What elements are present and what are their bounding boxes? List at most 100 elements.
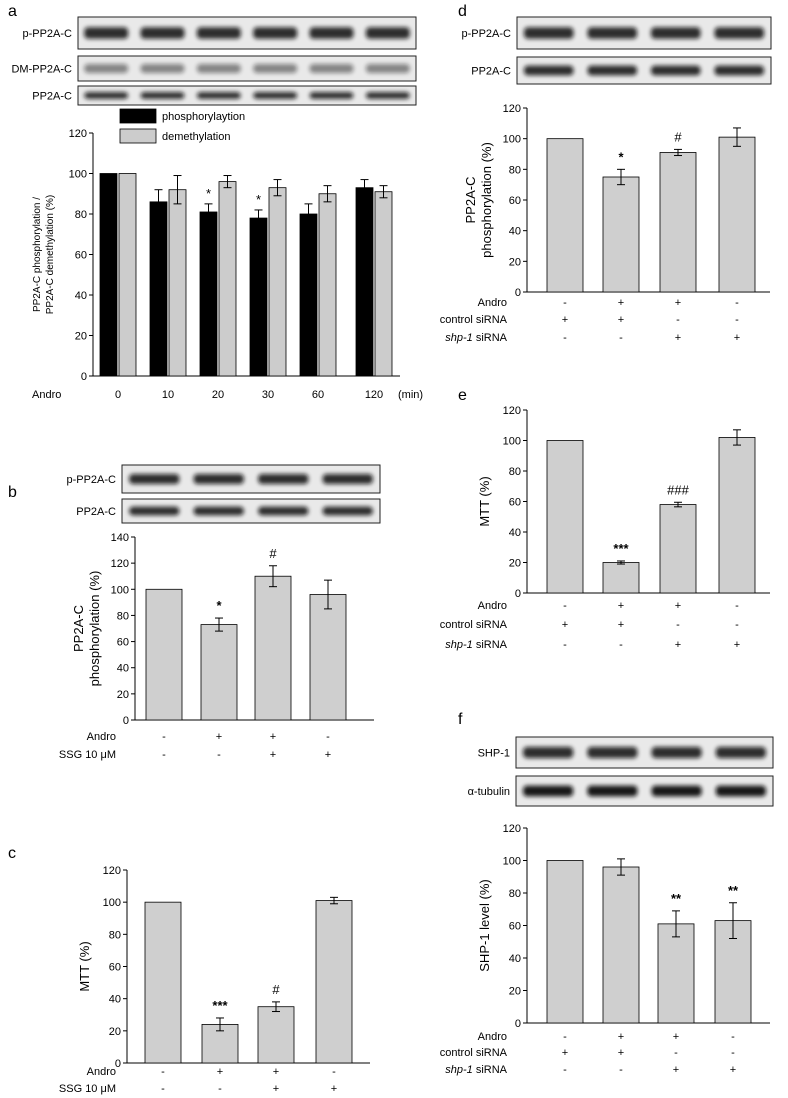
treatment-sign: +	[734, 639, 740, 651]
treatment-sign: +	[618, 1047, 624, 1059]
y-tick-label: 0	[515, 287, 521, 299]
bar	[602, 866, 640, 1024]
treatment-label: control siRNA	[440, 1047, 508, 1059]
treatment-sign: -	[735, 297, 739, 309]
treatment-rows: Andro - + + - SSG 10 μM - - + +	[59, 1066, 337, 1095]
treatment-sign: +	[673, 1064, 679, 1076]
bars: *** ###	[546, 429, 756, 594]
x-tick-label: 20	[212, 389, 224, 401]
treatment-rows: Andro - + + - control siRNA + + - - shp-1 siRNA - - +…	[440, 1031, 736, 1076]
blot-band	[651, 746, 702, 759]
bars: ** **	[546, 858, 752, 1024]
treatment-sign: +	[618, 1031, 624, 1043]
blot-band	[193, 473, 244, 485]
bar	[99, 173, 118, 377]
bar	[168, 189, 187, 377]
legend: phosphorylaytion demethylation	[119, 108, 245, 144]
panel-letter: f	[458, 711, 463, 728]
blot-band	[650, 65, 701, 76]
treatment-sign: +	[325, 749, 331, 761]
blot-band	[365, 92, 410, 99]
treatment-label: control siRNA	[440, 619, 508, 631]
blot-band	[714, 27, 765, 39]
y-tick-label: 80	[509, 164, 521, 176]
blot-frame	[77, 16, 417, 50]
treatment-sign: +	[675, 639, 681, 651]
panel-e: e 0 20 40 60 80 100 120 MTT (%) *** ### Andro - + + - co…	[440, 387, 770, 651]
y-tick-label: 0	[515, 1018, 521, 1030]
treatment-sign: -	[735, 600, 739, 612]
blot-band	[196, 27, 241, 39]
blot-band	[322, 473, 373, 485]
blot-band	[258, 506, 309, 516]
x-tick-label: 120	[365, 389, 383, 401]
y-tick-label: 20	[509, 986, 521, 998]
treatment-label-rest: siRNA	[473, 1064, 508, 1076]
blot-band	[140, 64, 185, 73]
bar	[257, 1006, 295, 1064]
significance-mark: ***	[613, 541, 629, 556]
blot-band	[196, 92, 241, 99]
treatment-label-rest: siRNA	[473, 639, 508, 651]
y-tick-label: 0	[515, 588, 521, 600]
blot-band	[523, 27, 574, 39]
treatment-sign: +	[273, 1083, 279, 1095]
treatment-sign: +	[217, 1066, 223, 1078]
treatment-label: Andro	[478, 1031, 507, 1043]
treatment-label-italic: shp-1	[445, 332, 473, 344]
y-tick-label: 20	[109, 1026, 121, 1038]
treatment-sign: -	[563, 332, 567, 344]
x-tick-label: 0	[115, 389, 121, 401]
panel-letter: b	[8, 484, 17, 501]
y-tick-label: 20	[75, 331, 87, 343]
legend-label: phosphorylaytion	[162, 111, 245, 123]
treatment-sign: -	[218, 1083, 222, 1095]
y-axis-label: PP2A-C	[71, 605, 86, 652]
significance-mark: #	[272, 982, 280, 997]
blot-label: α-tubulin	[468, 786, 510, 798]
treatment-label: Andro	[87, 1066, 116, 1078]
significance-mark: #	[269, 546, 277, 561]
x-unit-label: (min)	[398, 389, 423, 401]
legend-swatch	[119, 108, 157, 124]
significance-mark: #	[674, 129, 682, 144]
treatment-sign: +	[618, 297, 624, 309]
blot-strip: PP2A-C	[32, 85, 417, 106]
blot-strip: p-PP2A-C	[461, 16, 772, 50]
blot-band	[140, 92, 185, 99]
blot-band	[587, 746, 638, 759]
treatment-sign: -	[161, 1066, 165, 1078]
y-tick-label: 80	[75, 209, 87, 221]
y-tick-label: 120	[69, 128, 87, 140]
treatment-sign: -	[676, 314, 680, 326]
blot-strip: PP2A-C	[76, 498, 381, 524]
treatment-sign: -	[332, 1066, 336, 1078]
bar	[144, 901, 182, 1064]
y-tick-label: 100	[69, 169, 87, 181]
blot-label: PP2A-C	[471, 66, 511, 78]
treatment-rows: Andro - + + - SSG 10 μM - - + +	[59, 731, 331, 761]
blot-frame	[77, 55, 417, 82]
significance-mark: ***	[212, 998, 228, 1013]
significance-mark: **	[671, 891, 682, 906]
blot-label: SHP-1	[478, 748, 510, 760]
bar	[254, 575, 292, 721]
legend-swatch	[119, 128, 157, 144]
bar	[374, 191, 393, 377]
y-tick-label: 120	[111, 558, 129, 570]
y-tick-label: 100	[503, 134, 521, 146]
blot-band	[309, 27, 354, 39]
blot-strip: DM-PP2A-C	[11, 55, 417, 82]
blot-band	[129, 506, 180, 516]
blot-band	[587, 27, 638, 39]
treatment-sign: -	[162, 749, 166, 761]
bar	[355, 187, 374, 377]
treatment-rows: Andro - + + - control siRNA + + - - shp-1 siRNA - - +…	[440, 600, 740, 651]
treatment-sign: +	[675, 297, 681, 309]
blot-band	[253, 64, 298, 73]
y-tick-label: 0	[81, 371, 87, 383]
blot-band	[715, 785, 766, 797]
y-tick-label: 40	[509, 953, 521, 965]
blot-band	[365, 64, 410, 73]
treatment-sign: -	[735, 314, 739, 326]
